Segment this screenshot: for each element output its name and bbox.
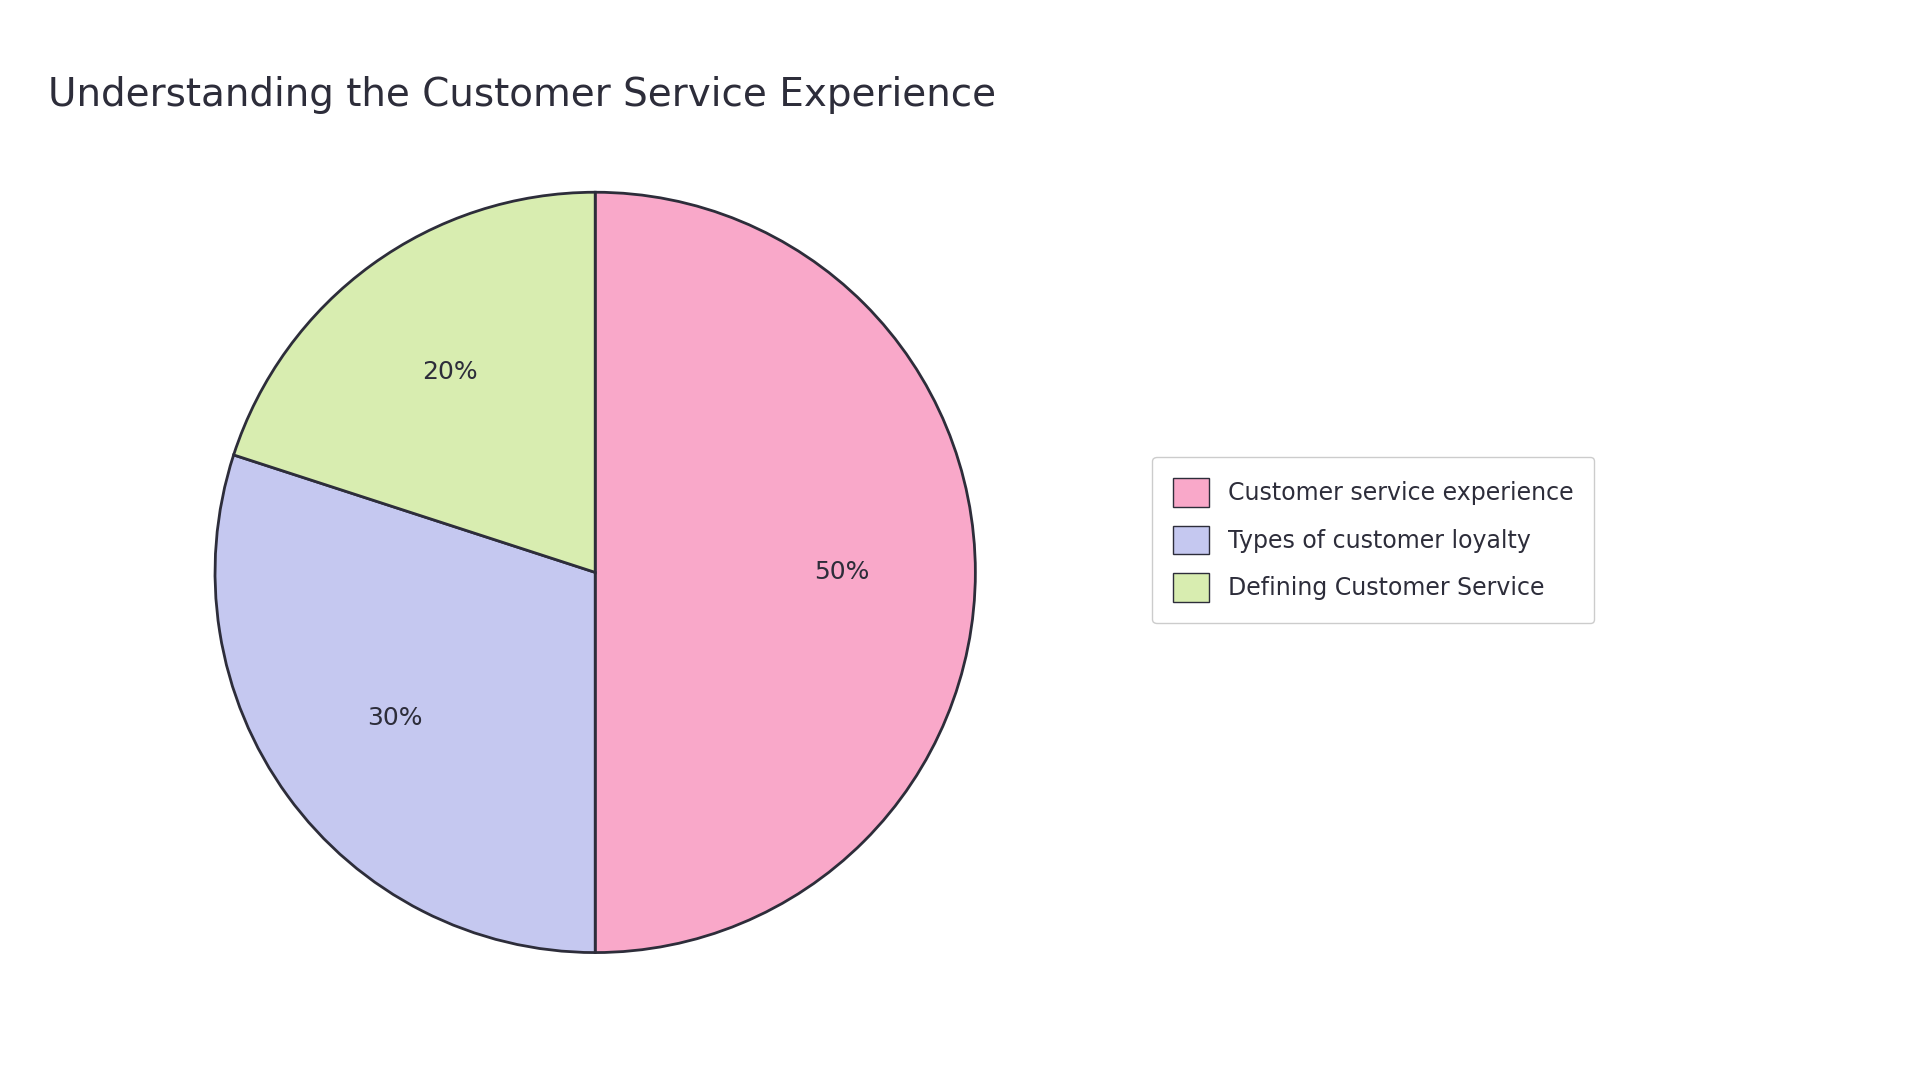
Text: 20%: 20% — [422, 361, 478, 384]
Wedge shape — [595, 192, 975, 953]
Legend: Customer service experience, Types of customer loyalty, Defining Customer Servic: Customer service experience, Types of cu… — [1152, 457, 1594, 623]
Wedge shape — [234, 192, 595, 572]
Text: 30%: 30% — [367, 705, 422, 730]
Text: 50%: 50% — [814, 561, 870, 584]
Text: Understanding the Customer Service Experience: Understanding the Customer Service Exper… — [48, 76, 996, 113]
Wedge shape — [215, 455, 595, 953]
